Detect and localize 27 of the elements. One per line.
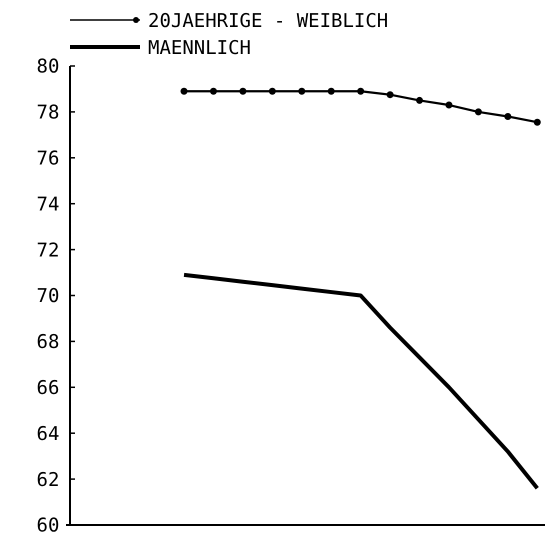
- y-tick-label: 76: [36, 147, 60, 170]
- y-tick-label: 60: [36, 514, 60, 533]
- y-tick-label: 64: [36, 422, 60, 445]
- point: [474, 108, 482, 116]
- y-tick-label: 66: [36, 376, 60, 399]
- point: [268, 88, 276, 95]
- point: [445, 102, 452, 109]
- point: [534, 118, 541, 126]
- point: [180, 88, 188, 95]
- point: [328, 88, 335, 95]
- legend-label: MAENNLICH: [148, 37, 251, 59]
- y-tick-label: 68: [36, 331, 60, 354]
- y-tick-label: 70: [36, 285, 60, 308]
- y-tick-label: 80: [36, 56, 60, 78]
- y-tick-label: 78: [36, 102, 60, 124]
- y-tick-label: 74: [36, 193, 60, 216]
- y-tick-label: 72: [36, 239, 60, 262]
- point: [357, 88, 364, 95]
- y-tick-label: 62: [36, 468, 60, 491]
- line-series: [182, 272, 540, 490]
- point: [239, 88, 246, 95]
- point: [504, 112, 512, 120]
- point: [298, 88, 306, 95]
- legend-label: 20JAEHRIGE - WEIBLICH: [148, 10, 388, 32]
- point: [386, 91, 394, 98]
- point: [416, 96, 424, 104]
- point: [210, 88, 217, 95]
